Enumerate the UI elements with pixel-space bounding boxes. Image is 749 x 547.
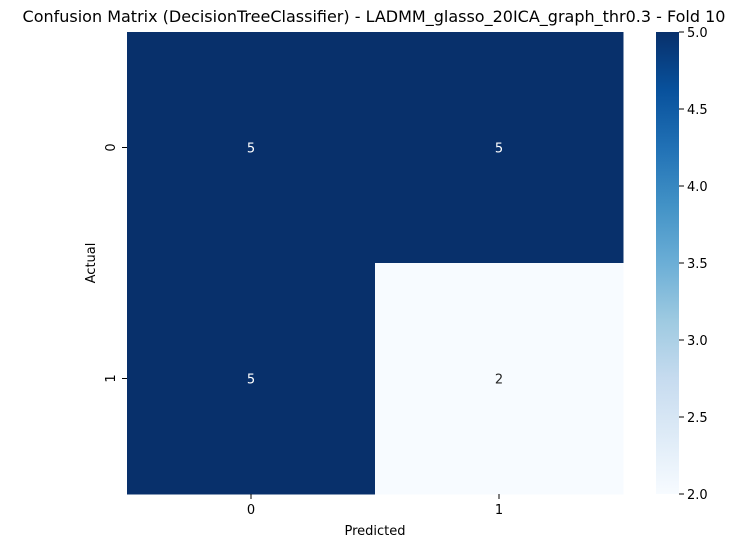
heatmap-cell-0-0 xyxy=(127,32,376,264)
colorbar-ticks: 2.0 2.5 3.0 3.5 4.0 4.5 5.0 xyxy=(679,26,708,503)
cell-annotation-0-1: 5 xyxy=(495,142,503,157)
x-tick-label-0: 0 xyxy=(247,503,255,518)
colorbar-tick-label-2: 3.0 xyxy=(687,334,708,349)
x-tick-label-1: 1 xyxy=(495,503,503,518)
cell-annotation-0-0: 5 xyxy=(247,142,255,157)
cell-annotation-1-1: 2 xyxy=(495,373,503,388)
colorbar xyxy=(656,32,679,494)
x-axis-label: Predicted xyxy=(344,524,405,539)
heatmap-cell-0-1 xyxy=(375,32,624,264)
y-axis-label: Actual xyxy=(84,243,99,284)
colorbar-tick-label-5: 4.5 xyxy=(687,103,708,118)
cell-annotation-1-0: 5 xyxy=(247,373,255,388)
colorbar-tick-label-3: 3.5 xyxy=(687,257,708,272)
cell-annotations: 5 5 5 2 xyxy=(247,142,503,388)
colorbar-tick-label-0: 2.0 xyxy=(687,488,708,503)
y-axis-ticks: 01 xyxy=(104,143,127,383)
y-tick-label-1: 1 xyxy=(104,374,119,382)
y-tick-label-0: 0 xyxy=(104,143,119,151)
colorbar-tick-label-1: 2.5 xyxy=(687,411,708,426)
heatmap-cell-1-0 xyxy=(127,263,376,495)
colorbar-tick-label-6: 5.0 xyxy=(687,26,708,41)
heatmap-cells xyxy=(127,32,624,495)
colorbar-tick-label-4: 4.0 xyxy=(687,180,708,195)
heatmap-cell-1-1 xyxy=(375,263,624,495)
chart-title: Confusion Matrix (DecisionTreeClassifier… xyxy=(23,7,726,27)
